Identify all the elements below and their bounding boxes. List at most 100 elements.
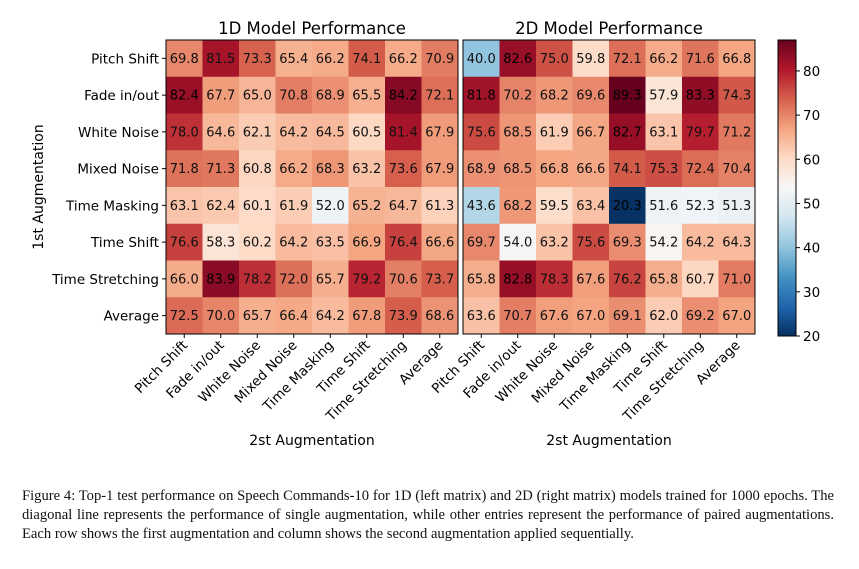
cell-value-label: 72.1	[425, 89, 454, 104]
heatmap-cell	[572, 297, 610, 335]
cell-value-label: 74.1	[352, 52, 381, 67]
cell-value-label: 76.4	[389, 236, 418, 251]
cell-value-label: 72.0	[279, 272, 308, 287]
heatmap-cell	[275, 223, 313, 261]
cell-value-label: 66.2	[279, 162, 308, 177]
cell-value-label: 65.4	[279, 52, 308, 67]
cell-value-label: 74.3	[722, 89, 751, 104]
cell-value-label: 70.4	[722, 162, 751, 177]
heatmap-cell	[609, 40, 646, 78]
heatmap-cell	[463, 113, 500, 151]
cell-value-label: 68.9	[316, 89, 345, 104]
heatmap-cell	[421, 150, 459, 188]
heatmap-cell	[499, 297, 537, 335]
colorbar-tick-label: 50	[803, 196, 820, 212]
cell-value-label: 62.4	[206, 199, 235, 214]
cell-value-label: 72.4	[686, 162, 715, 177]
heatmap-cell	[166, 223, 203, 261]
cell-value-label: 54.0	[503, 236, 532, 251]
cell-value-label: 81.4	[389, 125, 418, 140]
cell-value-label: 60.5	[352, 125, 381, 140]
cell-value-label: 71.3	[206, 162, 235, 177]
heatmap-cell	[202, 297, 240, 335]
cell-value-label: 78.3	[540, 272, 569, 287]
heatmap-cell	[645, 113, 683, 151]
cell-value-label: 20.3	[613, 199, 642, 214]
heatmap-2d: 2D Model Performance 40.0 82.6 75.0 59.8 72.1…	[429, 19, 756, 449]
cell-value-label: 76.6	[170, 236, 199, 251]
heatmap-cell	[718, 223, 756, 261]
colorbar-tick-label: 30	[803, 285, 820, 301]
heatmap-cell	[609, 187, 646, 225]
heatmap-cell	[348, 297, 386, 335]
heatmap-cell	[275, 40, 313, 78]
heatmap-cell	[421, 40, 459, 78]
cell-value-label: 89.3	[613, 89, 642, 104]
cell-value-label: 67.0	[576, 309, 605, 324]
heatmap-cell	[348, 260, 386, 298]
heatmap-cell	[682, 260, 719, 298]
figure-caption: Figure 4: Top-1 test performance on Spee…	[22, 488, 834, 542]
heatmap-cell	[645, 40, 683, 78]
colorbar: 20 30 40 50 60 70 80	[777, 39, 820, 345]
cell-value-label: 67.0	[722, 309, 751, 324]
cell-value-label: 65.8	[467, 272, 496, 287]
heatmap-cell	[463, 150, 500, 188]
heatmap-cell	[166, 40, 203, 78]
cell-value-label: 69.1	[613, 309, 642, 324]
heatmap-cell	[348, 223, 386, 261]
heatmap-cell	[499, 150, 537, 188]
heatmap-cell	[421, 76, 459, 114]
cell-value-label: 68.5	[503, 162, 532, 177]
cell-value-label: 58.3	[206, 236, 235, 251]
heatmap-cell	[536, 76, 573, 114]
cell-value-label: 66.2	[316, 52, 345, 67]
cell-value-label: 83.3	[686, 89, 715, 104]
heatmap-frame	[462, 39, 756, 335]
cell-value-label: 59.5	[540, 199, 569, 214]
cell-value-label: 66.8	[540, 162, 569, 177]
cell-value-label: 64.5	[316, 125, 345, 140]
heatmap-cell	[275, 150, 313, 188]
cell-value-label: 69.7	[467, 236, 496, 251]
heatmap-cell	[718, 150, 756, 188]
heatmap-cell	[312, 187, 349, 225]
cell-value-label: 64.2	[279, 125, 308, 140]
cell-value-label: 66.6	[425, 236, 454, 251]
cell-value-label: 75.0	[540, 52, 569, 67]
heatmap-cell	[166, 297, 203, 335]
heatmap-cell	[718, 187, 756, 225]
cell-value-label: 64.3	[722, 236, 751, 251]
cell-value-label: 72.5	[170, 309, 199, 324]
heatmap-cell	[572, 150, 610, 188]
cell-value-label: 65.7	[243, 309, 272, 324]
cell-value-label: 70.7	[503, 309, 532, 324]
heatmap-cell	[572, 113, 610, 151]
x-axis-label: 2st Augmentation	[249, 433, 375, 449]
cell-value-label: 61.9	[540, 125, 569, 140]
heatmap-cell	[202, 260, 240, 298]
cell-value-label: 67.7	[206, 89, 235, 104]
cell-value-label: 74.1	[613, 162, 642, 177]
y-tick-label: Mixed Noise	[77, 162, 159, 178]
heatmap-cell	[609, 150, 646, 188]
cell-value-label: 64.2	[686, 236, 715, 251]
cell-value-label: 59.8	[576, 52, 605, 67]
heatmap-cell	[682, 113, 719, 151]
cell-value-label: 83.9	[206, 272, 235, 287]
heatmap-cell	[312, 260, 349, 298]
heatmap-cell	[166, 260, 203, 298]
cell-value-label: 68.5	[503, 125, 532, 140]
cell-value-label: 65.5	[352, 89, 381, 104]
heatmap-cell	[239, 223, 276, 261]
heatmap-cell	[536, 150, 573, 188]
cell-value-label: 63.6	[467, 309, 496, 324]
y-tick-label: Time Masking	[65, 198, 159, 214]
cell-value-label: 66.2	[389, 52, 418, 67]
heatmap-cell	[421, 297, 459, 335]
cell-value-label: 64.7	[389, 199, 418, 214]
cell-value-label: 71.6	[686, 52, 715, 67]
heatmap-cell	[718, 113, 756, 151]
heatmap-cell	[645, 297, 683, 335]
cell-value-label: 68.2	[503, 199, 532, 214]
